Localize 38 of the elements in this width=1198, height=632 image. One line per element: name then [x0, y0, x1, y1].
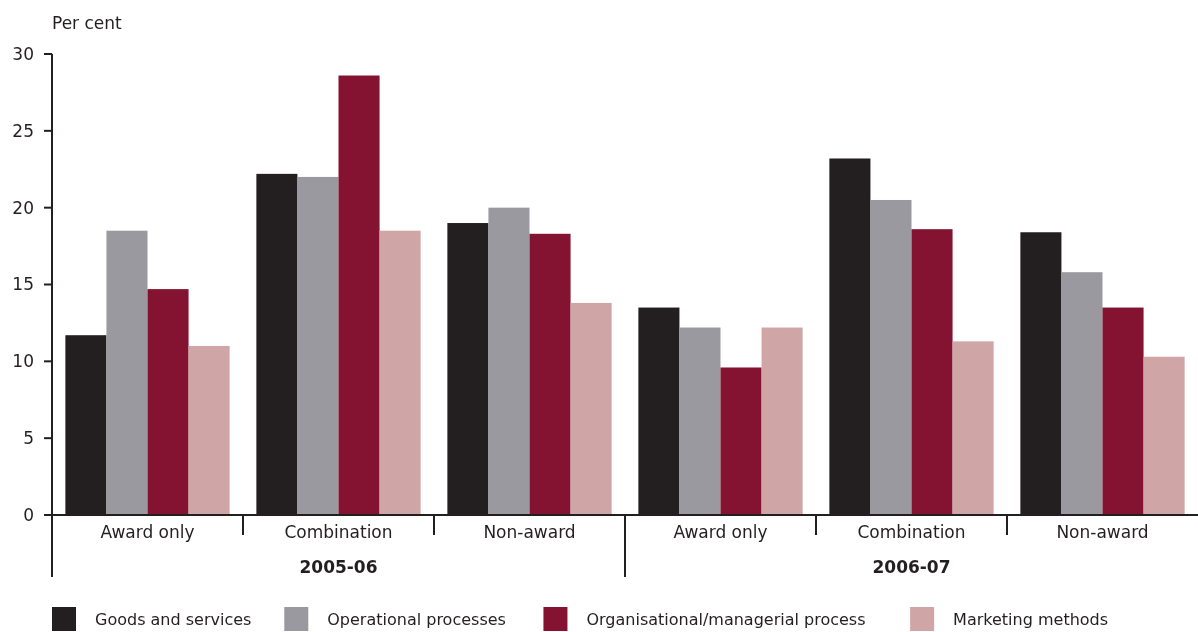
bar: [488, 207, 530, 515]
y-tick-label: 0: [23, 504, 34, 525]
bar: [720, 367, 762, 515]
bar: [297, 176, 339, 515]
legend-label: Operational processes: [327, 609, 506, 629]
bar: [952, 341, 994, 515]
bar: [147, 289, 189, 515]
bar: [379, 230, 421, 515]
bar: [1143, 356, 1185, 515]
legend-label: Marketing methods: [953, 609, 1109, 629]
y-tick-label: 30: [12, 43, 34, 64]
x-tick-label: Non-award: [483, 522, 576, 542]
bar: [338, 75, 380, 515]
y-tick-label: 15: [12, 274, 34, 295]
x-tick-label: Non-award: [1056, 522, 1149, 542]
y-tick-label: 20: [12, 197, 34, 218]
text: 2006-07: [872, 557, 951, 577]
y-tick-label: 5: [23, 428, 34, 449]
x-tick-label: Award only: [673, 522, 768, 542]
y-axis-title: Per cent: [52, 13, 123, 33]
bar: [870, 199, 912, 515]
legend-label: Goods and services: [95, 609, 252, 629]
bar: [106, 230, 148, 515]
legend-label: Organisational/managerial process: [586, 609, 866, 629]
x-tick-label: Award only: [100, 522, 195, 542]
text: 2005-06: [299, 557, 378, 577]
x-tick-label: Combination: [284, 522, 393, 542]
bar: [1061, 272, 1103, 515]
bar: [679, 327, 721, 515]
bar: [570, 302, 612, 515]
bar: [1102, 307, 1144, 515]
y-tick-label: 25: [12, 120, 34, 141]
bar: [188, 345, 230, 515]
y-tick-label: 10: [12, 351, 34, 372]
bar: [911, 229, 953, 515]
bar: [529, 233, 571, 515]
x-tick-label: Combination: [857, 522, 966, 542]
bar: [761, 327, 803, 515]
